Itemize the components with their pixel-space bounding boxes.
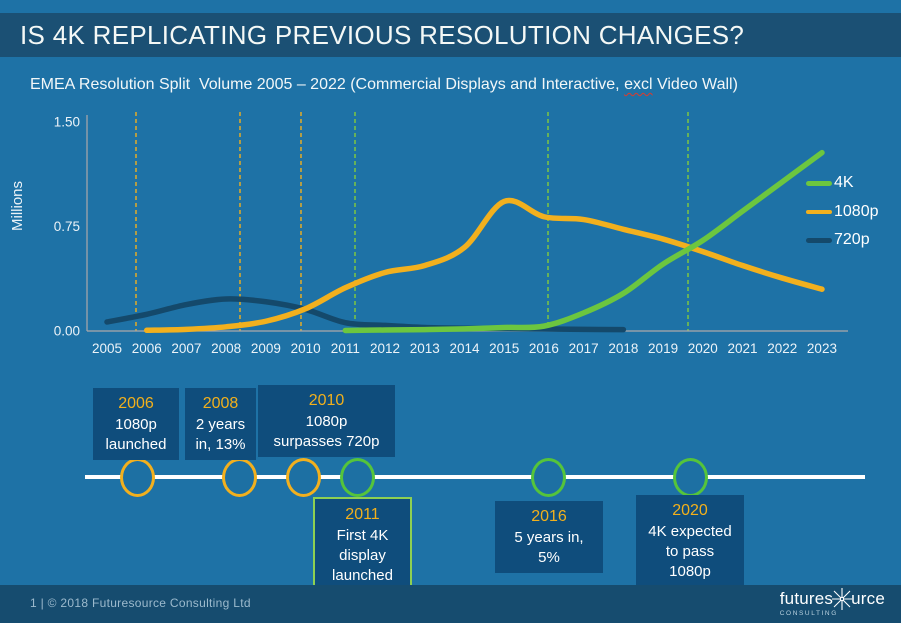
futuresource-logo: futures urce CONSULTING xyxy=(780,587,885,617)
legend-item-720p: 720p xyxy=(806,226,879,255)
timeline-marker-2011 xyxy=(339,457,375,497)
legend-label: 720p xyxy=(834,231,870,249)
x-tick-label: 2023 xyxy=(807,341,837,356)
legend-swatch-1080p xyxy=(806,209,832,214)
timeline-event-2016: 2016 5 years in, 5% xyxy=(495,501,603,573)
x-tick-label: 2022 xyxy=(767,341,797,356)
subtitle-text: EMEA Resolution Split Volume 2005 – 2022… xyxy=(30,76,625,93)
timeline-marker-2010 xyxy=(285,457,321,497)
timeline-event-text: 4K expected xyxy=(648,523,732,540)
timeline-event-2006: 2006 1080p launched xyxy=(93,388,179,460)
legend-swatch-720p xyxy=(806,238,832,243)
x-tick-label: 2021 xyxy=(727,341,757,356)
x-tick-label: 2008 xyxy=(211,341,241,356)
timeline-axis-line xyxy=(85,475,865,479)
logo-consulting-label: CONSULTING xyxy=(779,610,838,617)
y-tick-label: 0.75 xyxy=(54,219,80,234)
x-tick-label: 2016 xyxy=(529,341,559,356)
x-tick-label: 2007 xyxy=(171,341,201,356)
x-tick-label: 2015 xyxy=(489,341,519,356)
slide-title-bar: IS 4K REPLICATING PREVIOUS RESOLUTION CH… xyxy=(0,13,901,57)
subtitle-text-end: Video Wall) xyxy=(652,76,738,93)
x-tick-label: 2018 xyxy=(608,341,638,356)
x-tick-label: 2009 xyxy=(251,341,281,356)
legend-label: 4K xyxy=(834,174,854,192)
footer-copyright: 1 | © 2018 Futuresource Consulting Ltd xyxy=(30,596,251,610)
timeline-event-text: in, 13% xyxy=(195,436,246,453)
x-tick-label: 2017 xyxy=(569,341,599,356)
timeline-event-text: First 4K xyxy=(336,527,389,544)
x-tick-label: 2006 xyxy=(132,341,162,356)
timeline-marker-2008 xyxy=(221,457,257,497)
timeline-marker-2020 xyxy=(672,457,708,497)
timeline-event-year: 2011 xyxy=(345,506,380,523)
timeline-event-text: surpasses 720p xyxy=(273,433,380,450)
timeline-event-2010: 2010 1080p surpasses 720p xyxy=(258,385,395,457)
subtitle-misspelled-word: excl xyxy=(624,76,653,93)
y-axis-title: Millions xyxy=(9,181,26,231)
series-line-1080p xyxy=(143,197,825,334)
timeline-event-2011: 2011 First 4K display launched xyxy=(313,497,412,593)
legend-label: 1080p xyxy=(834,202,879,220)
timeline-event-text: 5% xyxy=(538,549,560,566)
footer-bar: 1 | © 2018 Futuresource Consulting Ltd f… xyxy=(0,585,901,623)
x-tick-label: 2013 xyxy=(410,341,440,356)
timeline-event-text: launched xyxy=(105,436,167,453)
timeline-event-year: 2006 xyxy=(118,395,154,412)
legend-item-1080p: 1080p xyxy=(806,198,879,227)
timeline-event-text: 2 years xyxy=(195,416,246,433)
logo-wordmark: futures urce xyxy=(780,587,885,611)
logo-text-post: urce xyxy=(851,589,885,608)
timeline-event-2020: 2020 4K expected to pass 1080p xyxy=(636,495,744,587)
x-tick-label: 2005 xyxy=(92,341,122,356)
x-tick-label: 2020 xyxy=(688,341,718,356)
x-tick-label: 2019 xyxy=(648,341,678,356)
logo-text-pre: futures xyxy=(779,589,834,608)
chart-legend: 4K 1080p 720p xyxy=(806,169,879,255)
chart-subtitle: EMEA Resolution Split Volume 2005 – 2022… xyxy=(30,76,890,94)
timeline-event-year: 2008 xyxy=(202,395,239,412)
timeline-event-text: to pass xyxy=(665,543,715,560)
timeline-event-text: 1080p xyxy=(115,416,157,433)
x-tick-label: 2012 xyxy=(370,341,400,356)
timeline-event-year: 2010 xyxy=(308,392,345,409)
timeline-event-year: 2016 xyxy=(531,508,567,525)
timeline-marker-2016 xyxy=(530,457,566,497)
x-tick-label: 2014 xyxy=(449,341,480,356)
timeline-event-text: 5 years in, xyxy=(514,529,584,546)
x-tick-label: 2011 xyxy=(331,341,360,356)
starburst-icon xyxy=(832,588,853,610)
timeline-event-text: launched xyxy=(332,567,393,584)
page-title: IS 4K REPLICATING PREVIOUS RESOLUTION CH… xyxy=(20,19,745,50)
timeline-event-text: display xyxy=(339,547,386,564)
x-tick-label: 2010 xyxy=(291,341,321,356)
timeline-event-text: 1080p xyxy=(669,563,711,580)
series-line-4k xyxy=(342,149,825,334)
legend-swatch-4k xyxy=(806,181,832,186)
legend-item-4k: 4K xyxy=(806,169,879,198)
timeline-event-2008: 2008 2 years in, 13% xyxy=(185,388,256,460)
timeline-event-text: 1080p xyxy=(305,413,348,430)
y-tick-label: 1.50 xyxy=(54,115,80,130)
y-tick-label: 0.00 xyxy=(54,324,80,339)
timeline-event-year: 2020 xyxy=(672,502,708,519)
timeline-marker-2006 xyxy=(119,457,155,497)
